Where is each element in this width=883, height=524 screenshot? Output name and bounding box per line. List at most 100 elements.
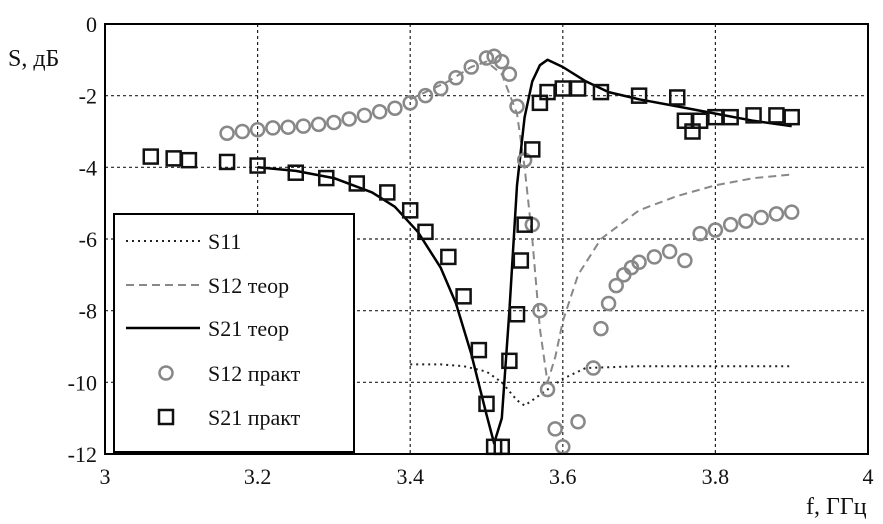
point-s12-практ — [631, 254, 647, 271]
x-tick-label: 3.4 — [396, 464, 424, 489]
point-s12-практ — [738, 213, 754, 229]
point-s12-практ — [608, 277, 624, 294]
point-s12-практ — [692, 225, 708, 242]
point-s21-практ — [348, 175, 366, 192]
x-tick-label: 3 — [100, 464, 111, 489]
y-tick-label: -2 — [79, 84, 97, 109]
point-s12-практ — [448, 70, 464, 86]
point-s12-практ — [402, 95, 418, 111]
point-s12-практ — [707, 222, 724, 238]
point-s12-практ — [783, 204, 800, 220]
point-s12-практ — [387, 100, 403, 116]
point-s21-практ — [501, 352, 518, 370]
point-s21-практ — [478, 395, 495, 413]
point-s12-практ — [341, 111, 357, 127]
point-s12-практ — [371, 104, 388, 120]
point-s21-практ — [768, 107, 785, 124]
point-s12-практ — [509, 98, 525, 115]
point-s21-практ — [470, 341, 488, 359]
point-s12-практ — [280, 119, 296, 135]
legend-label-s21-teor: S21 теор — [208, 316, 289, 341]
point-s12-практ — [295, 118, 312, 134]
point-s12-практ — [768, 206, 785, 222]
point-s12-практ — [722, 216, 739, 233]
x-tick-label: 3.6 — [549, 464, 577, 489]
point-s21-практ — [569, 80, 587, 97]
point-s21-практ — [592, 83, 610, 101]
point-s12-практ — [249, 121, 266, 138]
point-s21-практ — [691, 112, 709, 129]
point-s21-практ — [318, 169, 335, 187]
point-s12-практ — [539, 381, 556, 398]
legend-label-s12-teor: S12 теор — [208, 273, 289, 298]
point-s21-практ — [669, 89, 686, 106]
point-s12-практ — [585, 360, 602, 376]
series-s11-line — [410, 363, 792, 407]
x-axis-label: f, ГГц — [806, 494, 867, 520]
point-s12-практ — [501, 66, 518, 82]
legend-swatch-s12-prakt — [158, 365, 174, 381]
point-s21-практ — [745, 107, 762, 124]
point-s21-практ — [287, 164, 304, 181]
point-s21-практ — [722, 108, 739, 126]
point-s12-практ — [356, 107, 373, 124]
x-tick-label: 3.8 — [702, 464, 730, 489]
point-s12-практ — [265, 120, 281, 136]
legend-box — [113, 213, 355, 453]
tick-labels: 3 3.2 3.4 3.6 3.8 4 0 -2 -4 -6 -8 -10 -12 — [68, 12, 874, 489]
point-s12-практ — [417, 87, 434, 104]
point-s12-практ — [593, 320, 609, 337]
point-s12-практ — [661, 243, 678, 260]
legend-swatch-s21-prakt — [157, 408, 175, 426]
point-s21-практ — [630, 87, 648, 104]
point-s12-практ — [600, 295, 617, 312]
point-s12-практ — [234, 123, 251, 140]
legend: S11 S12 теор S21 теор S12 практ S21 прак… — [113, 213, 355, 453]
point-s21-практ — [508, 306, 526, 323]
point-s21-практ — [516, 216, 533, 233]
y-tick-label: -6 — [79, 227, 97, 252]
point-s12-практ — [463, 59, 479, 75]
legend-label-s12-prakt: S12 практ — [208, 361, 301, 386]
point-s21-практ — [417, 223, 434, 241]
point-s21-практ — [512, 252, 530, 269]
legend-label-s21-prakt: S21 практ — [208, 405, 301, 430]
point-s12-практ — [677, 252, 693, 269]
point-s21-практ — [524, 141, 541, 158]
point-s12-практ — [478, 50, 495, 66]
point-s12-практ — [570, 414, 586, 430]
x-tick-label: 4 — [863, 464, 874, 489]
point-s21-практ — [440, 248, 457, 266]
legend-entry-s21-teor: S21 теор — [126, 316, 289, 341]
y-tick-label: -10 — [68, 370, 97, 395]
point-s21-практ — [401, 202, 419, 219]
point-s12-практ — [219, 125, 235, 142]
y-tick-label: -12 — [68, 442, 97, 467]
point-s12-практ — [753, 209, 769, 226]
point-s12-практ — [532, 302, 548, 319]
series-s21-теор-line — [257, 58, 792, 445]
legend-entry-s12-prakt: S12 практ — [158, 361, 301, 386]
point-s21-практ — [180, 151, 198, 169]
point-s21-практ — [707, 108, 724, 126]
point-s21-практ — [142, 148, 160, 165]
legend-entry-s12-teor: S12 теор — [126, 273, 289, 298]
y-tick-label: -4 — [79, 155, 97, 180]
legend-entry-s21-prakt: S21 практ — [157, 405, 301, 430]
point-s21-практ — [249, 157, 266, 174]
point-s21-практ — [554, 80, 572, 97]
point-s21-практ — [218, 153, 236, 171]
point-s12-практ — [326, 114, 342, 131]
x-tick-label: 3.2 — [244, 464, 272, 489]
series-layer — [142, 48, 800, 456]
point-s12-практ — [616, 267, 632, 283]
point-s21-практ — [455, 288, 472, 305]
point-s21-практ — [783, 108, 800, 126]
point-s12-практ — [547, 421, 563, 437]
point-s12-практ — [310, 116, 327, 133]
point-s12-практ — [494, 53, 510, 70]
point-s21-практ — [165, 150, 182, 167]
point-s12-практ — [646, 249, 663, 265]
point-s21-практ — [539, 83, 556, 101]
